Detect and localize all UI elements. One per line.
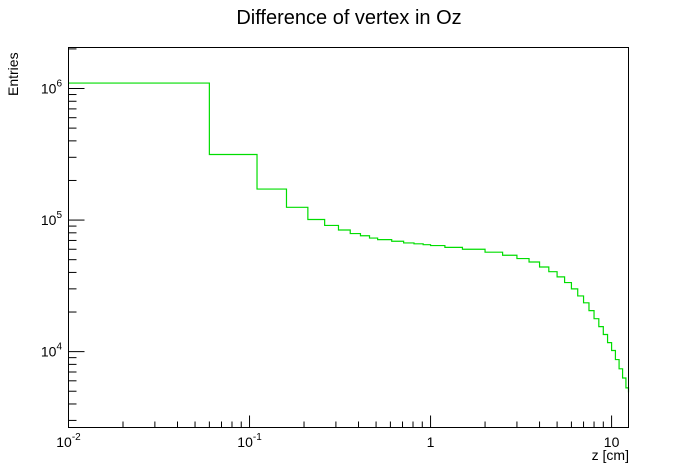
y-axis-label: Entries (5, 52, 21, 96)
x-tick-label: 10-1 (237, 432, 262, 450)
y-tick-label: 105 (41, 210, 63, 228)
y-tick-label: 104 (41, 342, 63, 360)
histogram-step-line (68, 82, 630, 393)
x-tick-label: 1 (427, 434, 435, 450)
series-layer (68, 82, 630, 393)
y-tick-label: 106 (41, 79, 63, 97)
x-tick-label: 10-2 (56, 432, 81, 450)
x-axis-label: z [cm] (592, 447, 629, 463)
x-tick-label: 10 (604, 434, 620, 450)
plot-frame (68, 47, 629, 428)
chart-title: Difference of vertex in Oz (236, 7, 461, 29)
axis-layer: 10-2 10-1 1 10 104 105 106 (41, 48, 620, 450)
